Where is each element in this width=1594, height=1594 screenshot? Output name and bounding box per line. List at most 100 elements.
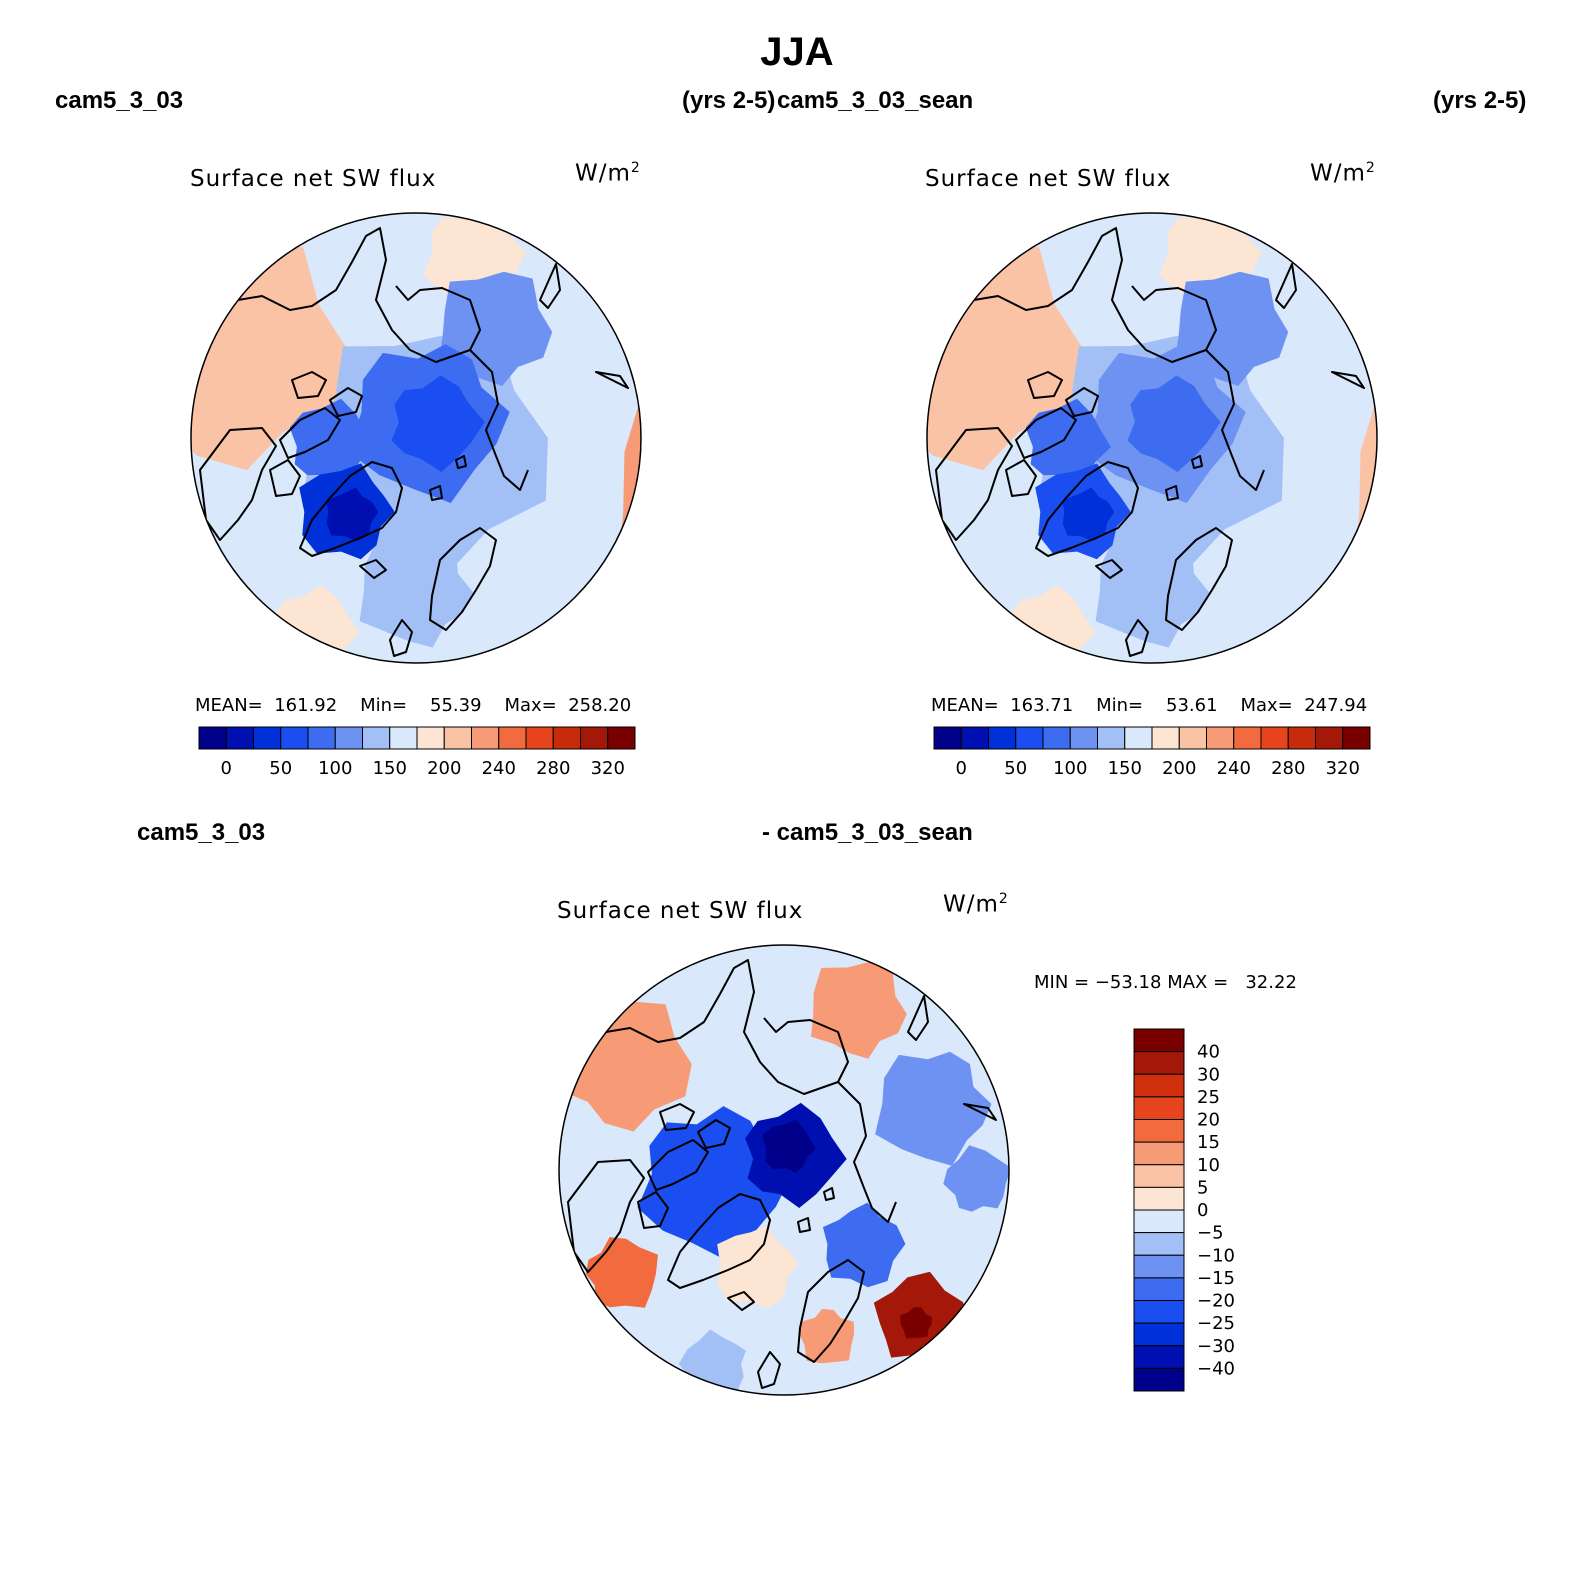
panel3-region-arctic-core xyxy=(762,1119,816,1174)
panel1-coastline xyxy=(469,349,529,491)
panel2-colorbar-tick-label: 150 xyxy=(1108,758,1142,779)
panel2-colorbar-tick-label: 280 xyxy=(1271,758,1305,779)
panel1-colorbar-swatch xyxy=(580,726,609,750)
panel1-colorbar-swatch xyxy=(307,726,336,750)
panel2-colorbar-swatch xyxy=(1151,726,1180,750)
panel2-region-eurasia xyxy=(1352,363,1377,639)
panel3-coastline xyxy=(605,959,849,1095)
panel3-coastline xyxy=(659,1103,695,1131)
panel2-min-value: 53.61 xyxy=(1166,695,1218,716)
years-label-top-right: (yrs 2-5) xyxy=(1433,87,1527,114)
case-label-bottom-right: - cam5_3_03_sean xyxy=(762,819,973,846)
panel3-colorbar-tick-label: −5 xyxy=(1197,1223,1224,1244)
panel1-coastline xyxy=(389,619,413,657)
panel2-min-label: Min= xyxy=(1096,695,1144,716)
panel1-colorbar-swatch xyxy=(253,726,282,750)
panel3-colorbar-tick-label: −25 xyxy=(1197,1313,1235,1334)
panel1-polar-map xyxy=(190,212,642,664)
panel1-coastline xyxy=(299,461,403,557)
panel2-coastline xyxy=(1015,407,1077,459)
panel3-coastline xyxy=(797,1259,865,1363)
panel1-colorbar-swatch xyxy=(471,726,500,750)
panel3-region-greenland xyxy=(717,1225,799,1309)
panel3-colorbar-tick-label: −20 xyxy=(1197,1291,1235,1312)
panel3-coastline xyxy=(963,1103,997,1121)
panel2-coastline xyxy=(1165,527,1233,631)
panel3-min-label: MIN = xyxy=(1034,972,1090,993)
panel3-region-western-russia-core xyxy=(900,1307,932,1339)
panel1-colorbar-swatch xyxy=(334,726,363,750)
panel3-coastline xyxy=(837,1081,897,1223)
panel2-coastline xyxy=(1165,485,1179,501)
panel3-coastline xyxy=(907,995,929,1041)
panel1-coastline xyxy=(359,559,387,579)
panel2-coastline xyxy=(1035,461,1139,557)
case-label-bottom-left: cam5_3_03 xyxy=(137,819,266,846)
panel2-colorbar-swatch xyxy=(1233,726,1262,750)
panel2-coastline xyxy=(1095,559,1123,579)
panel1-field xyxy=(191,213,641,663)
panel2-colorbar-swatch xyxy=(1342,726,1371,750)
panel3-region-east-asia xyxy=(943,1145,1009,1212)
panel1-colorbar-tick-label: 150 xyxy=(373,758,407,779)
panel3-colorbar-tick-label: −40 xyxy=(1197,1358,1235,1379)
panel3-title: Surface net SW flux xyxy=(557,898,804,924)
panel3-coastline xyxy=(647,1139,709,1191)
panel3-coastline xyxy=(757,1351,781,1389)
panel3-colorbar-swatch xyxy=(1133,1051,1185,1075)
panel3-colorbar-swatch xyxy=(1133,1209,1185,1234)
panel2-region-archipelago xyxy=(1025,398,1111,485)
panel1-colorbar-tick-label: 100 xyxy=(318,758,352,779)
panel2-coastline xyxy=(1027,371,1063,399)
panel2-coastline xyxy=(1205,349,1265,491)
panel3-colorbar-swatch xyxy=(1133,1367,1185,1392)
panel3-colorbar-swatch xyxy=(1133,1322,1185,1347)
panel1-region-arctic-core xyxy=(391,375,485,472)
panel2-region-atlantic-band xyxy=(1095,534,1209,648)
panel1-coastline xyxy=(429,485,443,501)
panel3-max-value: 32.22 xyxy=(1245,972,1297,993)
panel3-colorbar-swatch xyxy=(1133,1254,1185,1279)
panel1-colorbar-swatch xyxy=(498,726,527,750)
panel3-colorbar-tick-label: 5 xyxy=(1197,1177,1208,1198)
panel3-colorbar-swatch xyxy=(1133,1119,1185,1143)
panel1-units: W/m2 xyxy=(575,160,641,187)
case-label-top-left: cam5_3_03 xyxy=(55,87,184,114)
panel1-colorbar-tick-label: 320 xyxy=(591,758,625,779)
panel1-region-archipelago xyxy=(289,398,375,485)
panel3-colorbar-tick-label: 25 xyxy=(1197,1087,1220,1108)
panel1-colorbar-tick-label: 200 xyxy=(427,758,461,779)
panel2-colorbar-swatch xyxy=(1287,726,1316,750)
panel2-colorbar-swatch xyxy=(1315,726,1344,750)
panel3-coastline xyxy=(823,1187,835,1201)
panel1-coastline xyxy=(429,527,497,631)
panel2-coastline xyxy=(1065,387,1099,417)
panel3-coastline xyxy=(667,1193,771,1289)
panel1-coastline xyxy=(455,455,467,469)
panel1-colorbar: 0 50 100 150 200 240 280 320 xyxy=(198,726,636,779)
panel2-units: W/m2 xyxy=(1310,160,1376,187)
panel3-region-north-pacific xyxy=(811,961,907,1059)
panel2-colorbar-swatch xyxy=(1124,726,1153,750)
panel1-colorbar-swatch xyxy=(416,726,445,750)
panel2-coastline xyxy=(973,227,1217,363)
panel3-coastline xyxy=(637,1191,669,1229)
panel2-colorbar-swatch xyxy=(988,726,1017,750)
years-label-top-left: (yrs 2-5) xyxy=(682,87,776,114)
panel1-colorbar-swatch xyxy=(280,726,309,750)
panel3-coastline xyxy=(567,1159,645,1273)
panel3-colorbar-tick-label: 20 xyxy=(1197,1110,1220,1131)
panel2-coastline xyxy=(935,427,1013,541)
panel2-coastline xyxy=(1191,455,1203,469)
panel1-coastline xyxy=(291,371,327,399)
panel2-region-pacific xyxy=(927,242,1085,471)
panel3-colorbar-tick-label: 15 xyxy=(1197,1132,1220,1153)
panel1-region-atlantic-band xyxy=(359,534,473,648)
panel1-region-eurasia xyxy=(616,363,641,639)
panel1-colorbar-swatch xyxy=(389,726,418,750)
panel1-map-border xyxy=(190,212,642,664)
panel2-stats: MEAN= 163.71 Min= 53.61 Max= 247.94 xyxy=(931,695,1367,716)
panel3-colorbar-tick-label: −15 xyxy=(1197,1268,1235,1289)
panel1-colorbar-swatch xyxy=(443,726,472,750)
panel1-coastline xyxy=(237,227,481,363)
